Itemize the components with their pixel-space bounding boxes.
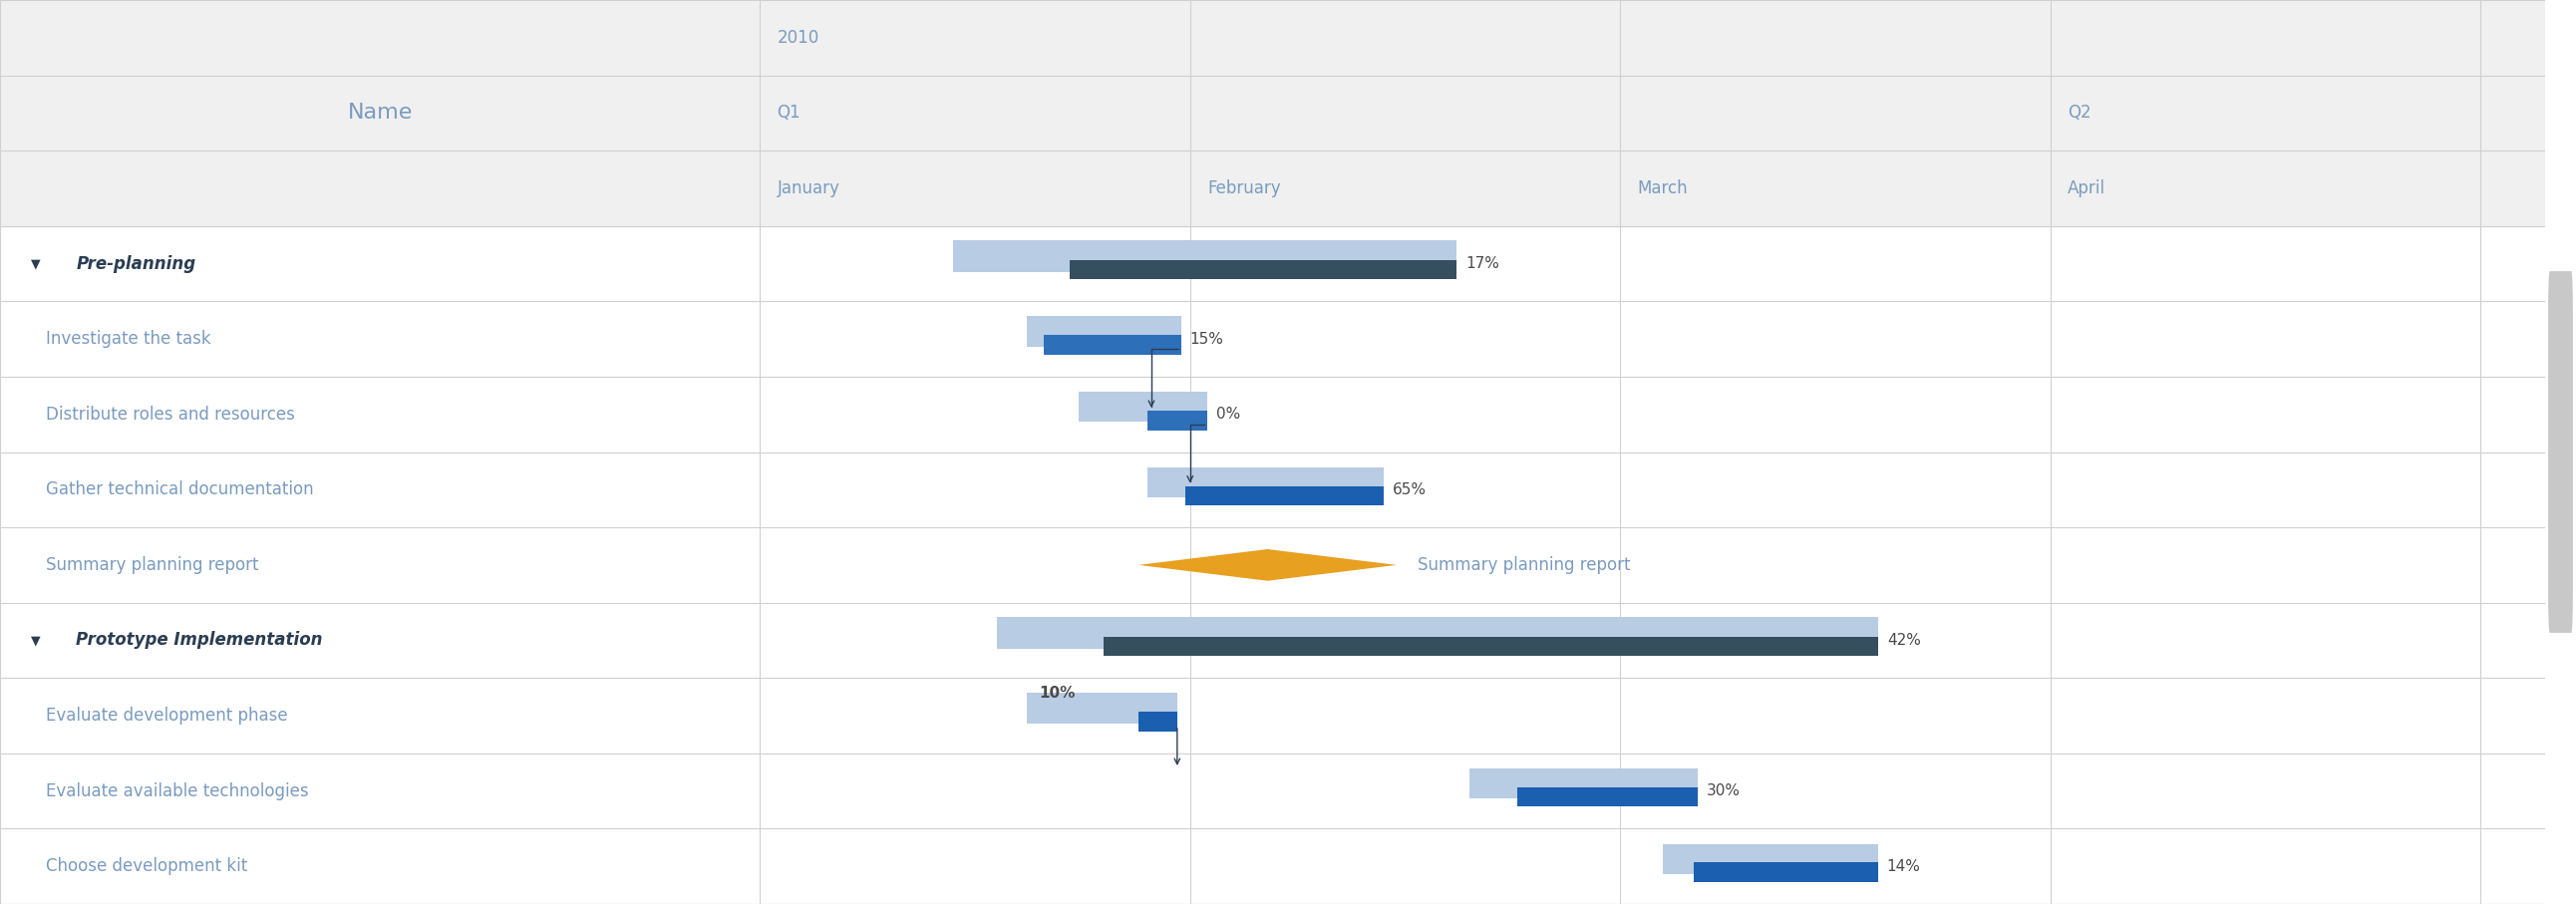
Bar [1692, 862, 1878, 882]
Bar [1146, 410, 1208, 430]
Text: 10%: 10% [1041, 685, 1077, 701]
Text: 42%: 42% [1888, 633, 1922, 648]
Bar [953, 240, 1458, 272]
Bar [760, 753, 2545, 829]
Text: Q2: Q2 [2069, 104, 2092, 122]
Bar [0, 377, 760, 452]
Text: Prototype Implementation: Prototype Implementation [77, 631, 322, 649]
Bar [760, 527, 2545, 603]
Text: 0%: 0% [1216, 407, 1239, 422]
Bar [760, 678, 2545, 753]
Text: 15%: 15% [1190, 332, 1224, 346]
Text: 2010: 2010 [778, 29, 819, 47]
Text: January: January [778, 179, 840, 197]
Text: Name: Name [348, 103, 412, 123]
Bar [1028, 316, 1182, 346]
Bar [760, 377, 2545, 452]
Bar [760, 829, 2545, 904]
Bar [1028, 693, 1177, 723]
Text: February: February [1208, 179, 1280, 197]
Text: Summary planning report: Summary planning report [1417, 556, 1631, 574]
Bar [0, 226, 760, 301]
Bar [1105, 636, 1878, 656]
FancyBboxPatch shape [2548, 271, 2573, 633]
Bar [1069, 260, 1458, 279]
Bar [1517, 787, 1698, 806]
Bar [760, 603, 2545, 678]
Bar [997, 617, 1878, 649]
Bar [1664, 843, 1878, 874]
Text: Evaluate available technologies: Evaluate available technologies [46, 782, 309, 800]
Bar [0, 452, 760, 527]
Text: March: March [1638, 179, 1687, 197]
Bar [1185, 486, 1383, 505]
Text: Investigate the task: Investigate the task [46, 330, 211, 348]
Bar [760, 452, 2545, 527]
Text: Q1: Q1 [778, 104, 801, 122]
Text: Distribute roles and resources: Distribute roles and resources [46, 405, 294, 423]
Bar [1079, 391, 1208, 422]
Text: ▼: ▼ [31, 258, 41, 270]
Text: Gather technical documentation: Gather technical documentation [46, 481, 314, 499]
Text: 17%: 17% [1466, 256, 1499, 271]
Bar [1471, 768, 1698, 798]
Bar [1146, 467, 1383, 497]
Bar [1043, 335, 1182, 355]
Bar [0, 301, 760, 377]
Text: Choose development kit: Choose development kit [46, 857, 247, 875]
Bar [0, 603, 760, 678]
Text: April: April [2069, 179, 2105, 197]
Bar [0, 678, 760, 753]
Text: 65%: 65% [1391, 482, 1427, 497]
Text: ▼: ▼ [31, 634, 41, 646]
Bar [1139, 712, 1177, 731]
Bar [0, 829, 760, 904]
Text: Evaluate development phase: Evaluate development phase [46, 707, 289, 725]
Polygon shape [1139, 549, 1396, 581]
Text: 30%: 30% [1705, 784, 1741, 798]
Text: Summary planning report: Summary planning report [46, 556, 258, 574]
Bar [0, 0, 760, 226]
Bar [760, 226, 2545, 301]
Bar [760, 301, 2545, 377]
Bar [0, 527, 760, 603]
Bar [760, 0, 2545, 226]
Bar [0, 753, 760, 829]
Text: 14%: 14% [1888, 859, 1922, 874]
Text: Pre-planning: Pre-planning [77, 255, 196, 273]
